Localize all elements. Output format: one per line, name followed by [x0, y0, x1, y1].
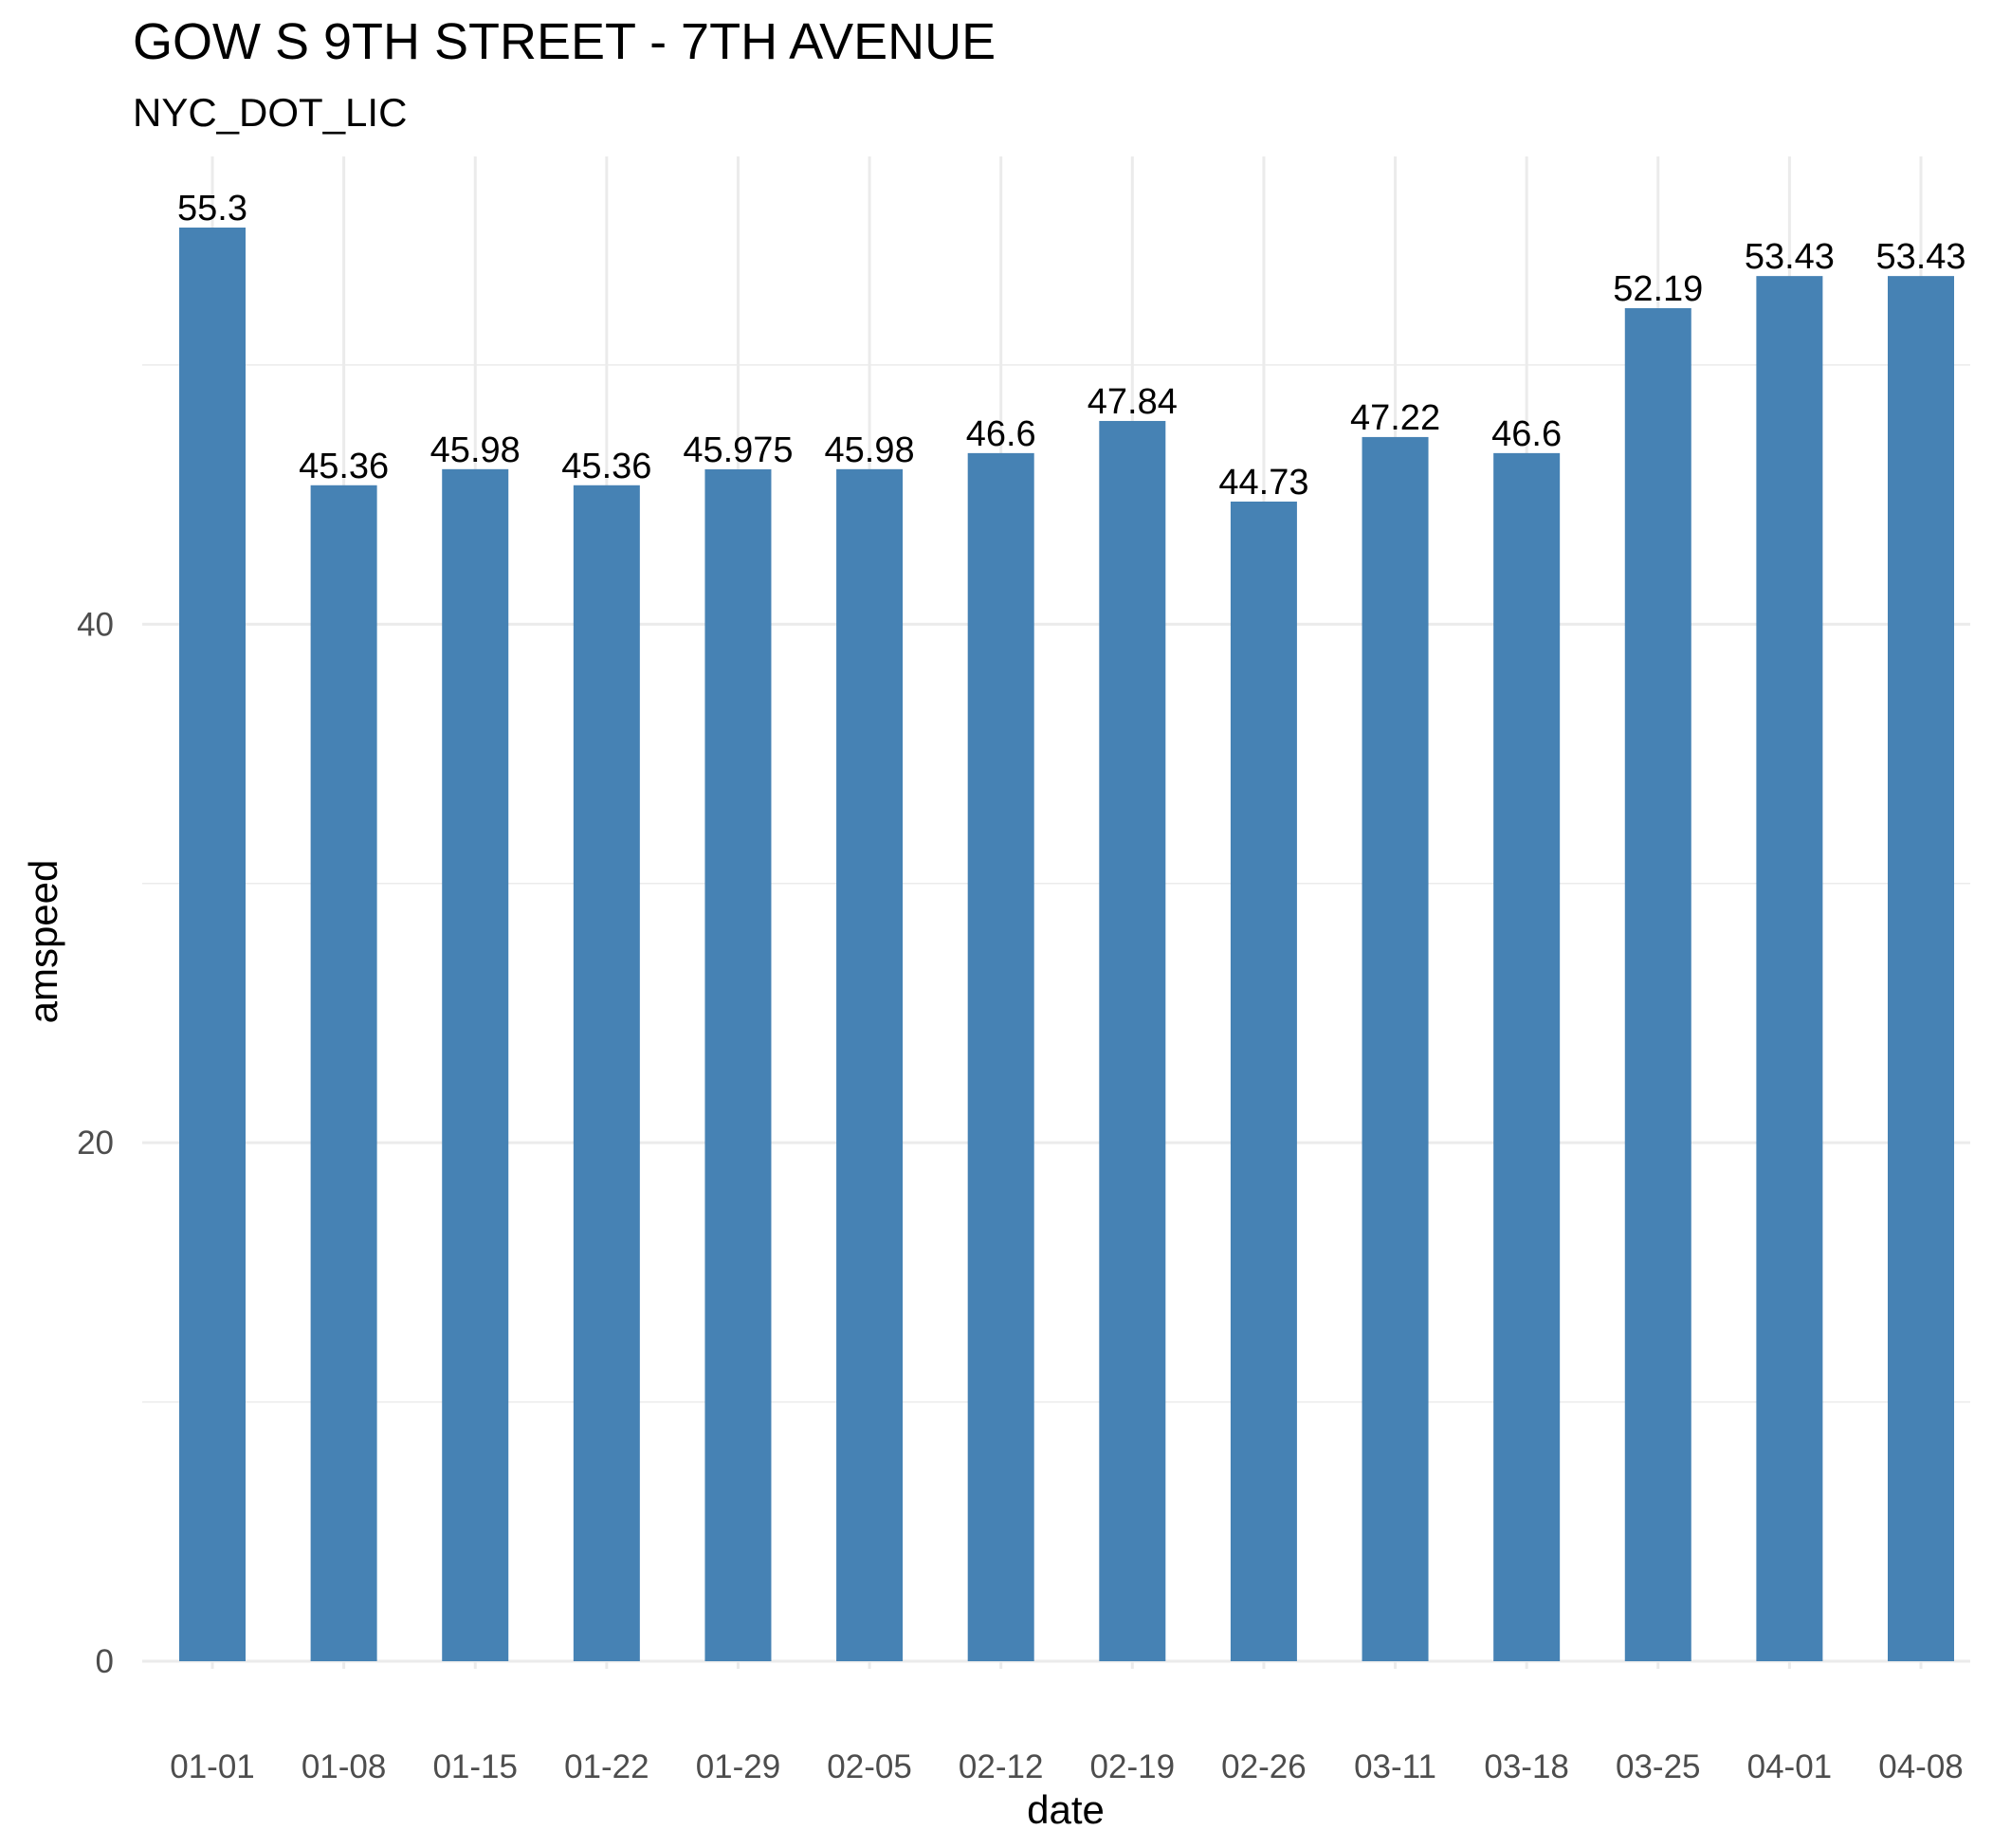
bar: [1099, 420, 1166, 1662]
bar-value-label: 46.6: [1491, 414, 1562, 454]
x-tick-label: 03-18: [1484, 1748, 1569, 1785]
bar-value-label: 45.975: [683, 430, 793, 470]
bar: [179, 228, 246, 1661]
bar-value-label: 45.36: [299, 447, 389, 486]
bar: [1230, 502, 1297, 1662]
bar-value-label: 47.84: [1088, 382, 1178, 422]
chart-subtitle: NYC_DOT_LIC: [133, 90, 407, 135]
x-tick-label: 01-08: [302, 1748, 387, 1785]
x-tick-label: 04-08: [1878, 1748, 1964, 1785]
bar-value-label: 55.3: [177, 189, 247, 229]
bar: [967, 452, 1034, 1661]
y-tick-label: 20: [77, 1125, 114, 1162]
bar-value-label: 45.36: [561, 447, 651, 486]
bar: [1362, 436, 1429, 1661]
bar-value-label: 52.19: [1613, 269, 1703, 309]
x-tick-label: 02-26: [1221, 1748, 1307, 1785]
bar: [442, 468, 509, 1661]
y-axis-title: amspeed: [21, 860, 65, 1024]
bars: [179, 228, 1954, 1662]
y-tick-label: 0: [96, 1643, 114, 1680]
x-axis-title: date: [1027, 1787, 1105, 1832]
bar-value-label: 53.43: [1875, 237, 1965, 277]
bar-value-label: 53.43: [1745, 237, 1835, 277]
x-tick-label: 01-29: [696, 1748, 781, 1785]
x-tick-label: 01-15: [432, 1748, 518, 1785]
bar-value-label: 45.98: [825, 430, 915, 470]
bar: [1756, 276, 1823, 1661]
gridlines: [142, 156, 1970, 1669]
x-tick-label: 04-01: [1747, 1748, 1833, 1785]
bar-value-label: 44.73: [1218, 463, 1308, 503]
x-tick-label: 03-11: [1354, 1748, 1436, 1785]
x-tick-label: 03-25: [1616, 1748, 1701, 1785]
bar: [310, 485, 377, 1661]
bar-value-label: 47.22: [1350, 398, 1440, 438]
bar: [1493, 452, 1561, 1661]
axis-ticks: 01-01 01-08 01-15 01-22 01-29 02-05 02-12 02-19…: [77, 606, 1964, 1785]
bar-value-label: 45.98: [430, 430, 521, 470]
x-tick-label: 02-19: [1090, 1748, 1176, 1785]
bar: [1624, 308, 1691, 1661]
x-tick-label: 01-22: [564, 1748, 649, 1785]
bar-value-labels: 55.3 45.36 45.98 45.36 45.975 45.98 46.6 47.84 4…: [177, 189, 1966, 503]
x-tick-label: 02-05: [827, 1748, 912, 1785]
y-tick-label: 40: [77, 606, 114, 643]
bar: [704, 468, 772, 1661]
bar: [573, 485, 640, 1661]
x-tick-label: 01-01: [170, 1748, 255, 1785]
x-tick-label: 02-12: [959, 1748, 1044, 1785]
bar-value-label: 46.6: [966, 414, 1036, 454]
chart-title: GOW S 9TH STREET - 7TH AVENUE: [133, 13, 996, 70]
bar: [1888, 276, 1954, 1661]
bar: [836, 468, 904, 1661]
